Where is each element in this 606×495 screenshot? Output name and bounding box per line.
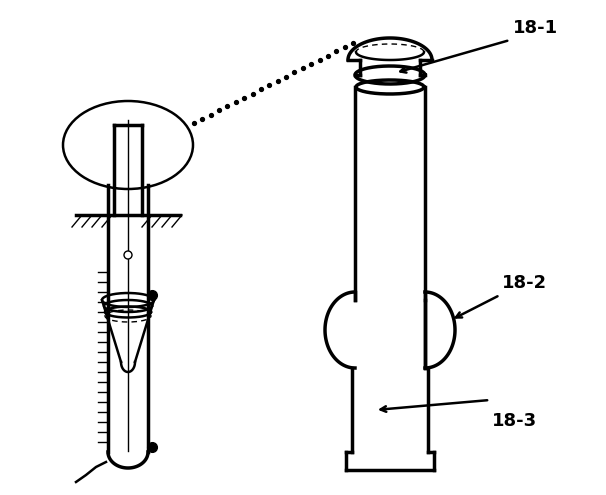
- Circle shape: [124, 251, 132, 259]
- Text: 18-1: 18-1: [513, 19, 558, 37]
- Text: 18-2: 18-2: [502, 274, 547, 292]
- Text: 18-3: 18-3: [492, 412, 537, 430]
